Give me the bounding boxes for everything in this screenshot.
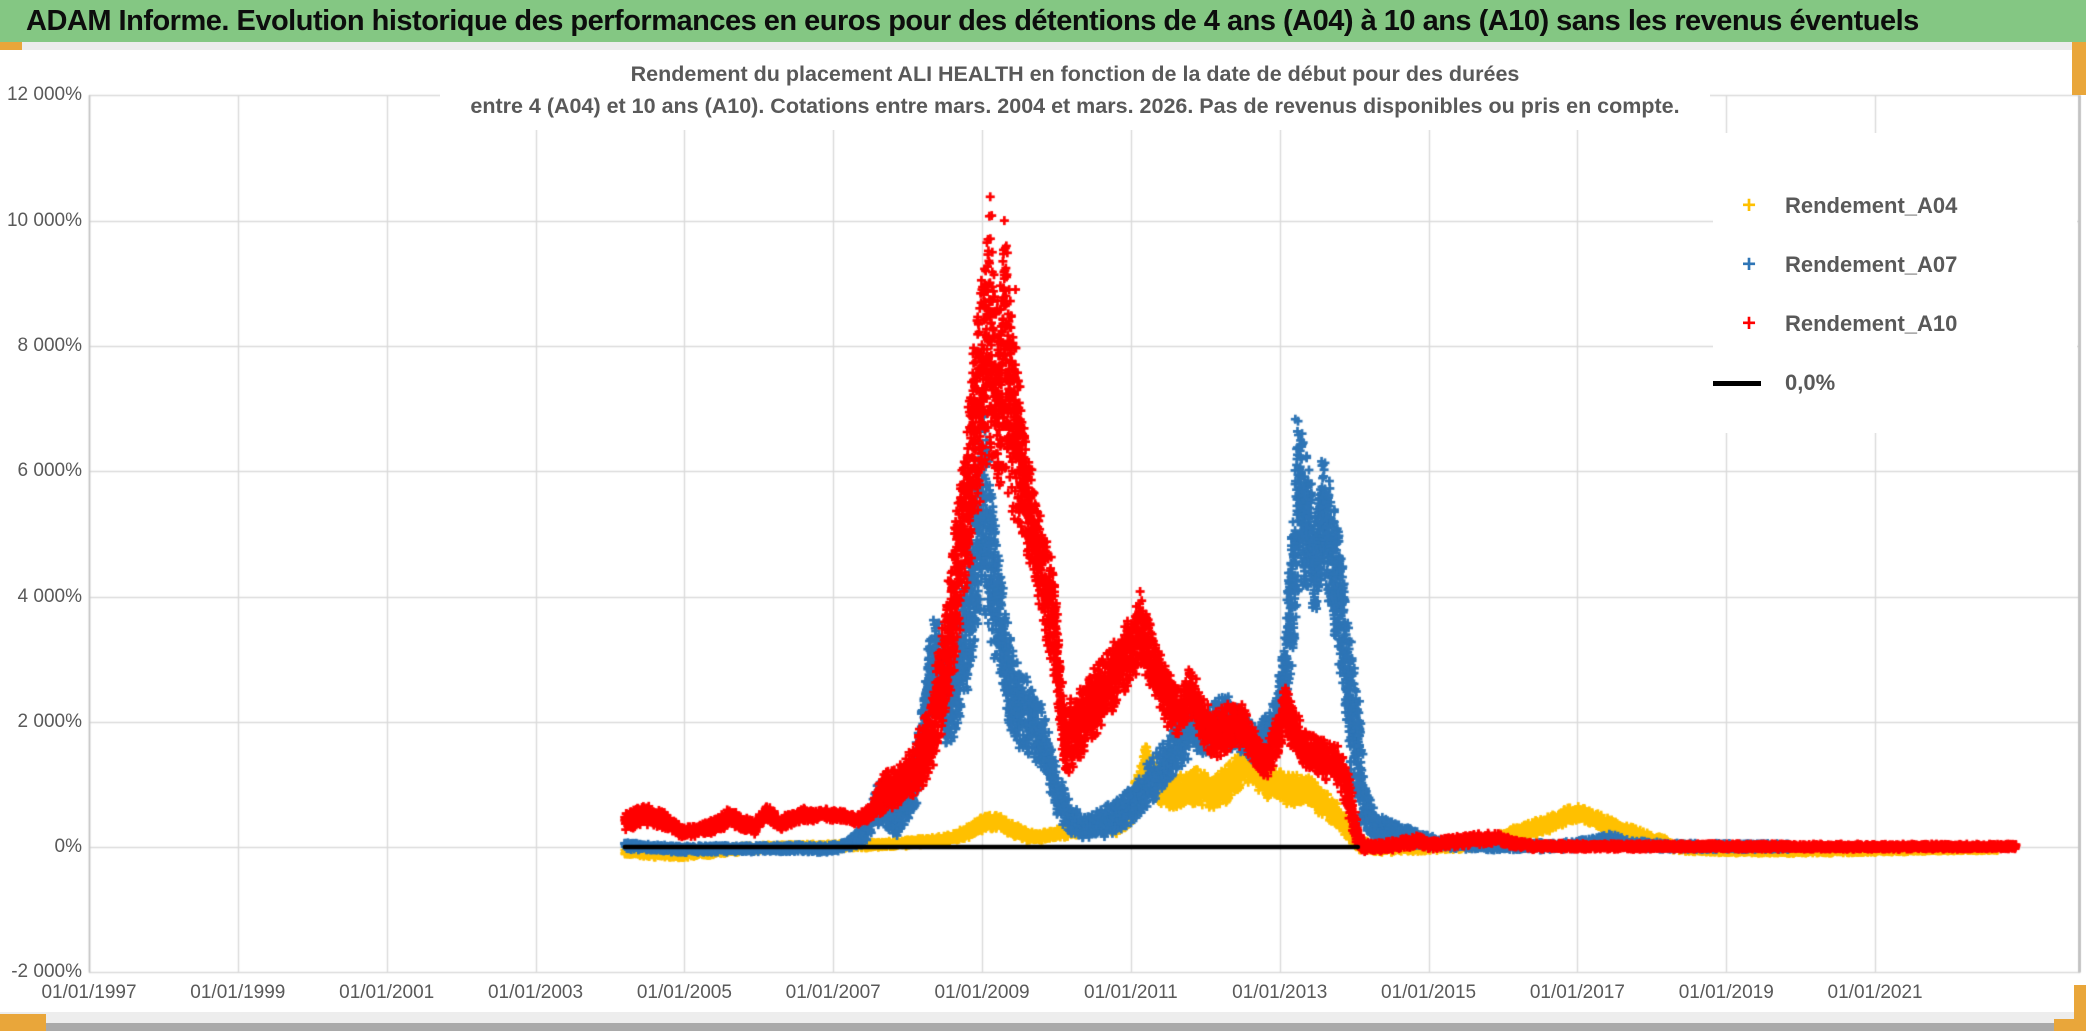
- x-axis-label: 01/01/2013: [1232, 982, 1328, 1003]
- legend-item-0-0-: 0,0%: [1713, 360, 2077, 406]
- y-axis-label: 6 000%: [17, 460, 82, 482]
- x-axis-label: 01/01/2019: [1678, 982, 1774, 1003]
- chart-title: Rendement du placement ALI HEALTH en fon…: [440, 56, 1710, 130]
- legend-item-rendement-a10: + Rendement_A10: [1713, 301, 2077, 347]
- corner-accent-top-left: [0, 42, 22, 50]
- chart-title-line1: Rendement du placement ALI HEALTH en fon…: [630, 62, 1520, 86]
- chart-title-line2: entre 4 (A04) et 10 ans (A10). Cotations…: [470, 94, 1680, 118]
- y-axis-label: 4 000%: [17, 585, 82, 607]
- y-axis-label: 0%: [54, 836, 82, 858]
- corner-accent-top-right: [2072, 42, 2086, 95]
- y-axis-label: 12 000%: [6, 84, 82, 106]
- edge-accent-bottom-right: [2074, 985, 2086, 1031]
- chart-legend: + Rendement_A04 + Rendement_A07 + Rendement_A…: [1713, 133, 2077, 433]
- legend-plus-marker-icon: +: [1741, 192, 1756, 219]
- corner-accent-bottom-left: [0, 1014, 46, 1031]
- legend-label: Rendement_A10: [1785, 311, 1958, 336]
- y-axis-label: 2 000%: [17, 710, 82, 732]
- y-axis-label: 10 000%: [6, 209, 82, 231]
- y-axis-label: -2 000%: [11, 961, 82, 983]
- x-axis-label: 01/01/2009: [934, 982, 1030, 1003]
- x-axis-label: 01/01/2015: [1381, 982, 1477, 1003]
- x-axis-label: 01/01/1999: [190, 982, 286, 1003]
- report-header-title: ADAM Informe. Evolution historique des p…: [26, 5, 1919, 37]
- legend-label: 0,0%: [1785, 370, 1836, 395]
- y-axis-label: 8 000%: [17, 334, 82, 356]
- header-divider-strip: [0, 42, 2086, 50]
- legend-plus-marker-icon: +: [1741, 251, 1756, 278]
- bottom-edge: [0, 1023, 2086, 1031]
- x-axis-label: 01/01/2005: [636, 982, 732, 1003]
- bottom-strip: [0, 1012, 2086, 1023]
- legend-item-rendement-a07: + Rendement_A07: [1713, 242, 2077, 288]
- report-header-bar: ADAM Informe. Evolution historique des p…: [0, 0, 2086, 42]
- x-axis-label: 01/01/2011: [1084, 982, 1178, 1003]
- x-axis-label: 01/01/1997: [41, 982, 137, 1003]
- legend-item-rendement-a04: + Rendement_A04: [1713, 183, 2077, 229]
- x-axis-label: 01/01/2007: [785, 982, 881, 1003]
- x-axis-label: 01/01/2003: [487, 982, 584, 1003]
- x-axis-label: 01/01/2021: [1827, 982, 1923, 1003]
- x-axis-label: 01/01/2017: [1529, 982, 1625, 1003]
- legend-label: Rendement_A07: [1785, 252, 1958, 277]
- legend-plus-marker-icon: +: [1741, 310, 1756, 337]
- x-axis-label: 01/01/2001: [339, 982, 435, 1003]
- legend-label: Rendement_A04: [1785, 193, 1958, 218]
- legend-line-marker-icon: [1713, 380, 1761, 386]
